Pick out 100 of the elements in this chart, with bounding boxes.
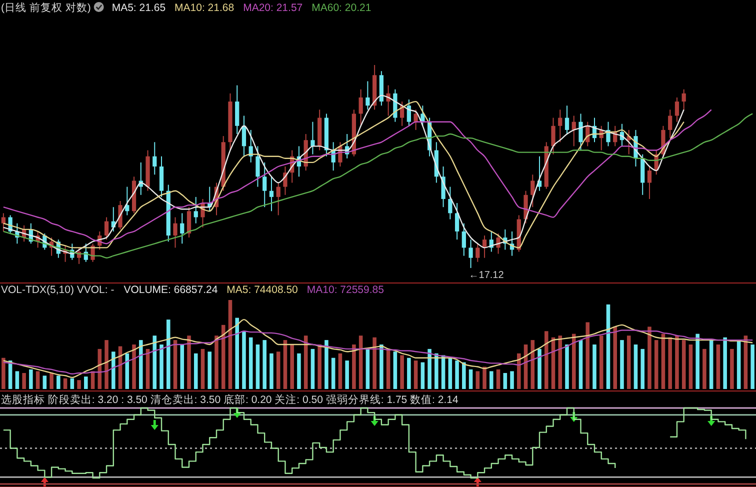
bar	[736, 340, 741, 389]
bar	[366, 348, 370, 389]
bar	[380, 344, 384, 389]
bar	[270, 353, 274, 389]
candlestick	[269, 176, 274, 212]
bar	[675, 336, 679, 389]
candlestick	[476, 243, 480, 262]
candlestick	[564, 105, 570, 135]
bar	[407, 358, 411, 389]
bar	[530, 340, 535, 389]
bar	[15, 371, 20, 389]
candlestick	[173, 216, 178, 248]
text: MA60: 20.21	[312, 2, 372, 14]
bar	[709, 340, 714, 389]
candlestick	[276, 182, 280, 216]
candlestick	[530, 174, 535, 208]
bar	[36, 371, 40, 389]
bar	[139, 340, 143, 389]
candlestick	[468, 239, 473, 268]
candlestick	[682, 88, 686, 110]
bar	[613, 326, 617, 389]
bar	[166, 320, 170, 389]
bar	[242, 331, 246, 389]
bar	[578, 340, 583, 389]
bar	[310, 348, 315, 389]
bar	[702, 348, 706, 389]
bar	[490, 371, 494, 389]
bar	[750, 344, 754, 389]
bar	[56, 376, 60, 389]
bar	[180, 344, 184, 389]
bar	[228, 300, 232, 389]
bar	[640, 348, 644, 389]
bar	[152, 336, 157, 389]
candlestick	[386, 84, 390, 116]
candlestick	[448, 186, 452, 220]
bar	[634, 344, 638, 389]
bar	[476, 371, 480, 389]
bar	[654, 340, 658, 389]
bar	[70, 378, 74, 389]
bar	[626, 336, 631, 389]
bar	[22, 372, 26, 389]
bar	[256, 344, 260, 389]
bar	[63, 378, 68, 389]
bar	[517, 353, 521, 389]
candlestick	[118, 200, 122, 230]
text: MA20: 21.57	[243, 2, 303, 14]
bar	[160, 344, 164, 389]
chart-title: 选股指标 阶段卖出: 3.20 : 3.50 清仓卖出: 3.50 底部: 0.20 关注: 0.50 强弱分界线: 1.75 数值: 2.14	[1, 393, 458, 406]
bar	[730, 348, 734, 389]
bar	[586, 322, 590, 389]
bar	[565, 344, 569, 389]
bar	[132, 344, 136, 389]
bar	[200, 348, 205, 389]
bar	[331, 358, 336, 389]
bar	[538, 348, 542, 389]
bar	[358, 336, 363, 389]
bar	[173, 340, 178, 389]
candlestick	[454, 202, 460, 240]
bar	[606, 304, 610, 389]
text: ←17.12	[468, 270, 504, 281]
candlestick	[647, 166, 652, 200]
bar	[290, 344, 294, 389]
bar	[42, 376, 47, 389]
candlestick	[441, 166, 446, 208]
bar	[283, 340, 288, 389]
candlestick	[606, 121, 610, 147]
candlestick	[256, 146, 260, 188]
candlestick	[674, 96, 680, 122]
bar	[455, 360, 459, 389]
candlestick	[578, 113, 583, 151]
bar	[572, 334, 576, 389]
bar	[414, 360, 418, 389]
candlestick	[262, 162, 267, 208]
candlestick	[558, 109, 562, 143]
candlestick	[366, 80, 370, 110]
bar	[221, 324, 226, 389]
bar	[372, 337, 376, 389]
candlestick	[1, 212, 6, 232]
bar	[462, 362, 466, 389]
bar	[214, 336, 218, 389]
bar	[297, 353, 301, 389]
bar	[276, 352, 280, 389]
bar	[208, 352, 212, 389]
series-label: VOLUME: 66857.24	[124, 284, 218, 296]
bar	[723, 337, 727, 389]
text: MA5: 74408.50	[226, 284, 298, 296]
candlestick	[104, 216, 109, 240]
bar	[558, 336, 562, 389]
candlestick	[668, 109, 672, 139]
candlestick	[551, 117, 556, 155]
bar	[352, 344, 356, 389]
candlestick	[462, 222, 466, 256]
bar	[682, 340, 686, 389]
bar	[716, 344, 720, 389]
bar	[393, 352, 398, 389]
bar	[235, 318, 239, 389]
bar	[448, 358, 452, 389]
text: MA10: 21.68	[174, 2, 234, 14]
bar	[194, 353, 198, 389]
candlestick	[310, 121, 315, 155]
